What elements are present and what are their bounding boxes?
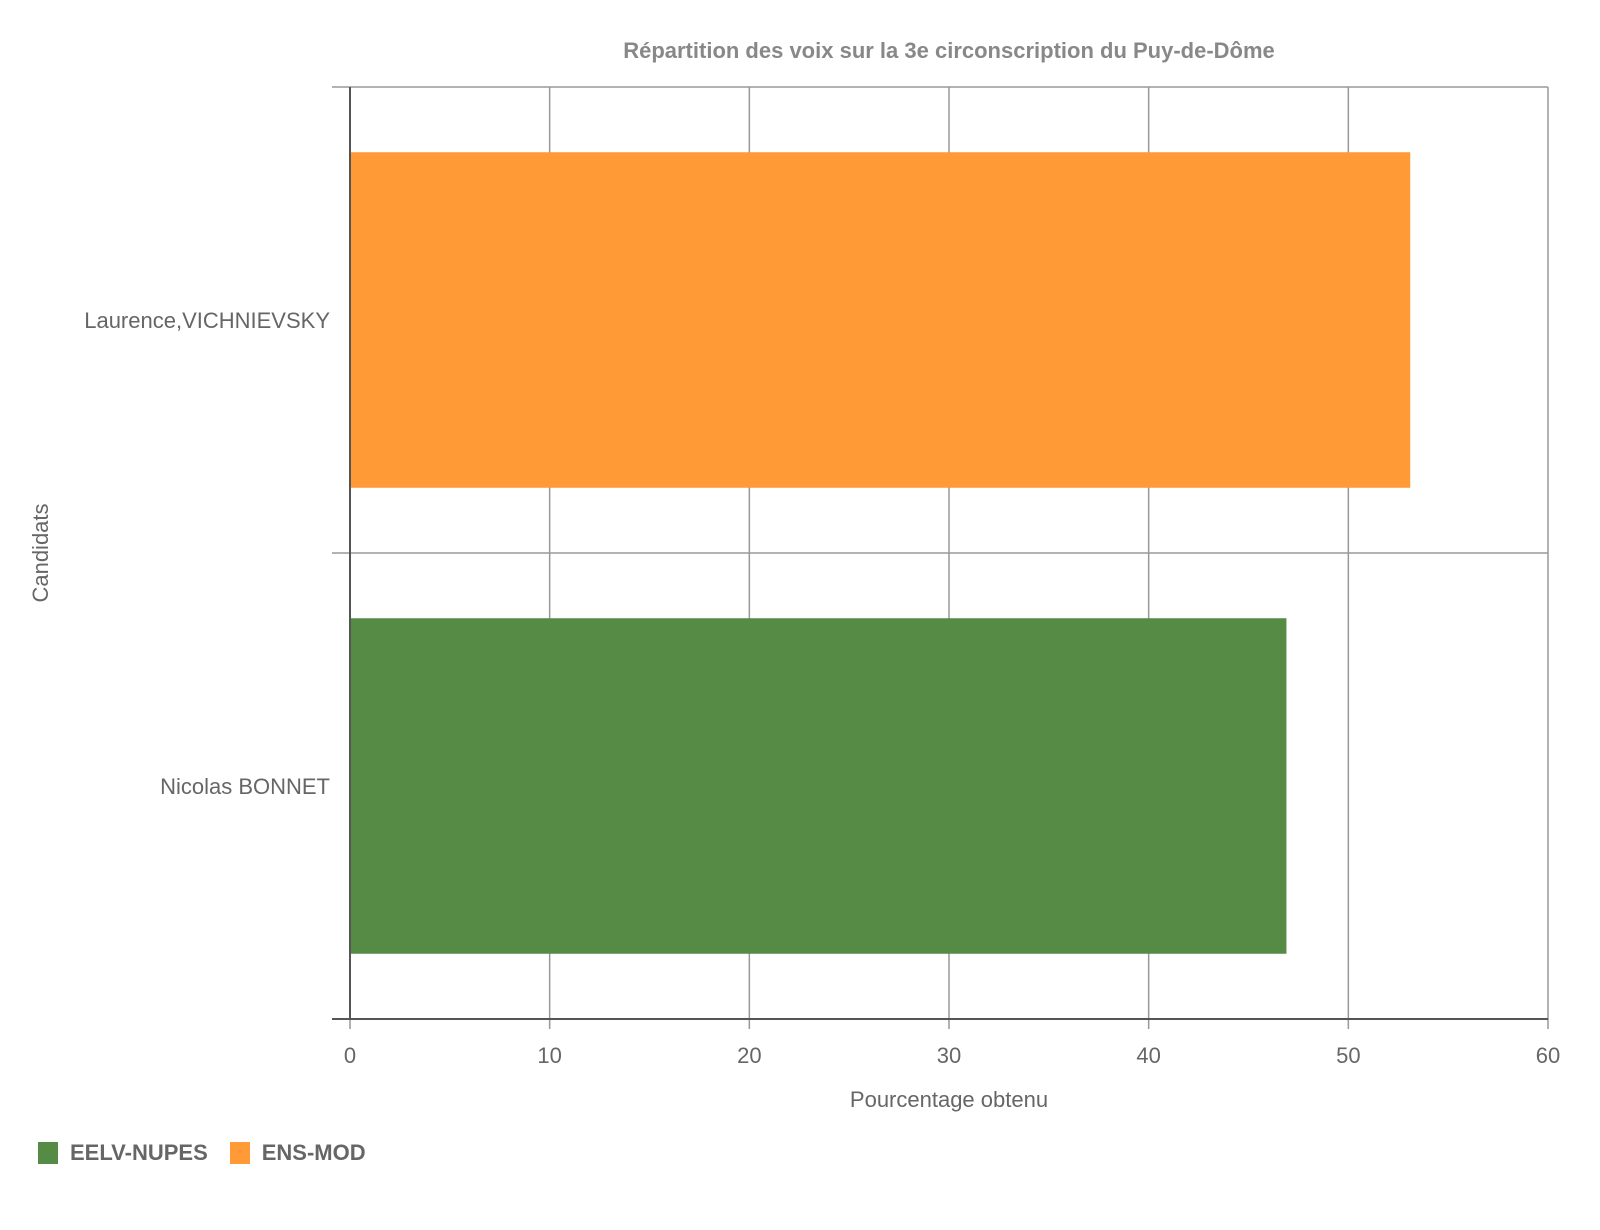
legend-label: ENS-MOD: [261, 1140, 366, 1165]
legend-item[interactable]: EELV-NUPES: [38, 1140, 208, 1166]
x-tick-label: 50: [1336, 1043, 1360, 1068]
bars: [350, 152, 1411, 954]
legend-swatch: [229, 1142, 250, 1164]
bar: [350, 618, 1287, 954]
x-tick-label: 40: [1136, 1043, 1160, 1068]
legend: EELV-NUPES ENS-MOD: [38, 1140, 388, 1166]
x-tick-label: 0: [344, 1043, 356, 1068]
y-tick-label: Nicolas BONNET: [160, 774, 330, 799]
x-tick-label: 20: [737, 1043, 761, 1068]
chart-title: Répartition des voix sur la 3e circonscr…: [623, 38, 1275, 63]
x-tick-label: 10: [537, 1043, 561, 1068]
y-axis-label: Candidats: [28, 503, 53, 602]
legend-item[interactable]: ENS-MOD: [229, 1140, 366, 1166]
x-tick-label: 30: [937, 1043, 961, 1068]
bar: [350, 152, 1411, 488]
legend-swatch: [38, 1142, 58, 1164]
ticks: 0 10 20 30 40 50 60 Laurence,VICHNIEVSKY Nicolas…: [84, 308, 1560, 1068]
y-tick-label: Laurence,VICHNIEVSKY: [84, 308, 330, 333]
legend-label: EELV-NUPES: [70, 1140, 208, 1165]
x-axis-label: Pourcentage obtenu: [850, 1087, 1048, 1112]
axes: [332, 87, 1548, 1020]
x-tick-label: 60: [1536, 1043, 1560, 1068]
